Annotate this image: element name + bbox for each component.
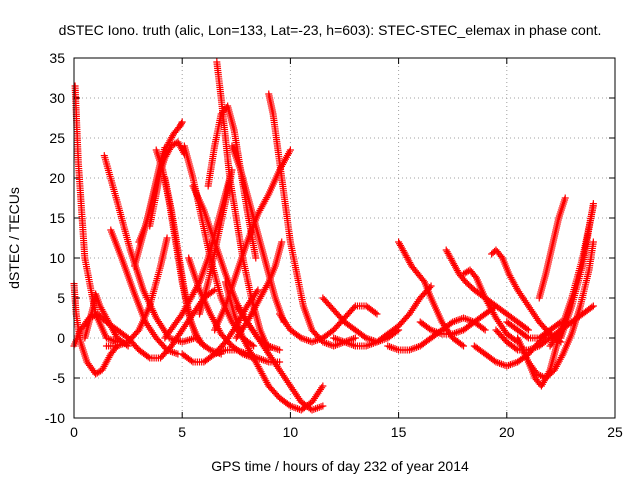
y-tick-label: 30 (49, 90, 65, 106)
data-series-11 (146, 118, 186, 230)
plot-frame (73, 57, 616, 419)
data-point (144, 353, 152, 361)
y-tick-label: 35 (49, 50, 65, 66)
x-axis-label: GPS time / hours of day 232 of year 2014 (211, 458, 469, 474)
data-point (254, 286, 262, 294)
x-tick-label: 10 (283, 424, 299, 440)
x-tick-label: 0 (70, 424, 78, 440)
data-point (187, 357, 195, 365)
y-tick-label: -10 (45, 410, 65, 426)
y-tick-label: 10 (49, 250, 65, 266)
axis-ticks: 0 5 10 15 20 25 -10 -5 0 5 10 15 20 25 30 35 (45, 50, 623, 440)
data-series-1 (71, 82, 121, 346)
x-tick-label: 20 (499, 424, 515, 440)
y-tick-label: 15 (49, 210, 65, 226)
chart-title: dSTEC Iono. truth (alic, Lon=133, Lat=-2… (59, 22, 602, 38)
data-series-21 (213, 58, 273, 354)
data-series-13 (161, 174, 225, 358)
x-tick-label: 5 (178, 424, 186, 440)
x-tick-label: 25 (607, 424, 623, 440)
data-point (178, 118, 186, 126)
y-tick-label: 20 (49, 170, 65, 186)
data-point (276, 346, 284, 354)
data-series (70, 58, 597, 414)
y-tick-label: 25 (49, 130, 65, 146)
data-point (250, 342, 258, 350)
y-tick-label: 5 (57, 290, 65, 306)
data-series-42 (535, 194, 569, 302)
y-axis-label: dSTEC / TECUs (6, 187, 22, 289)
y-tick-label: -5 (53, 370, 66, 386)
data-point (163, 234, 171, 242)
grid-lines (74, 58, 615, 418)
data-point (209, 287, 217, 295)
data-point (252, 254, 260, 262)
data-series-5 (100, 152, 199, 346)
data-point (177, 119, 185, 127)
y-tick-label: 0 (57, 330, 65, 346)
x-tick-label: 15 (391, 424, 407, 440)
